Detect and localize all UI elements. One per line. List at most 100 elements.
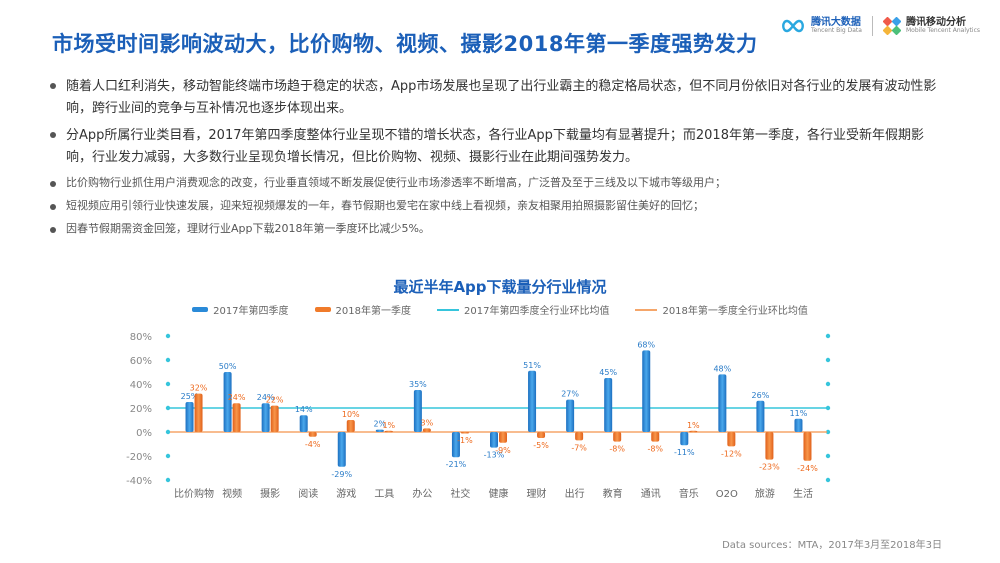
- data-label-2018q1: -1%: [457, 436, 473, 445]
- data-label-2018q1: -5%: [533, 441, 549, 450]
- data-label-2018q1: 22%: [266, 396, 284, 405]
- data-label-2018q1: -24%: [797, 464, 818, 473]
- bullet-text: 分App所属行业类目看，2017年第四季度整体行业呈现不错的增长状态，各行业Ap…: [66, 128, 924, 165]
- x-tick-label: 健康: [489, 487, 509, 500]
- y-tick-marker-right: [825, 405, 831, 411]
- bar-2017q4: [337, 432, 346, 467]
- bar-2018q1: [308, 432, 317, 437]
- data-label-2018q1: -8%: [647, 445, 663, 454]
- data-label-2018q1: -9%: [495, 446, 511, 455]
- data-label-2018q1: -12%: [721, 449, 742, 458]
- data-label-2017q4: 14%: [295, 405, 313, 414]
- bullet-dot: [50, 204, 56, 210]
- bullet-dot: [50, 227, 56, 233]
- bar-2018q1: [346, 420, 355, 432]
- data-label-2017q4: 51%: [523, 361, 541, 370]
- data-label-2018q1: -23%: [759, 463, 780, 472]
- x-tick-label: 阅读: [298, 487, 318, 500]
- legend-item-q4-avg: 2017年第四季度全行业环比均值: [437, 302, 609, 317]
- colorful-x-icon: [882, 17, 901, 35]
- bar-2018q1: [499, 432, 507, 443]
- data-label-2017q4: 50%: [219, 362, 237, 371]
- bar-2017q4: [299, 415, 308, 432]
- data-label-2017q4: 11%: [790, 409, 808, 418]
- data-label-2017q4: 45%: [599, 368, 617, 377]
- logo1-name: 腾讯大数据: [810, 17, 861, 29]
- logo1-sub: Tencent Big Data: [810, 27, 862, 35]
- y-tick-marker-left: [165, 405, 171, 411]
- y-tick-marker-right: [825, 333, 831, 339]
- sub-bullet-text: 短视频应用引领行业快速发展，迎来短视频爆发的一年，春节假期也爱宅在家中线上看视频…: [66, 199, 704, 212]
- tencent-big-data-logo: 腾讯大数据 Tencent Big Data: [780, 17, 862, 35]
- x-tick-label: 办公: [412, 487, 432, 500]
- bar-2017q4: [604, 378, 613, 432]
- legend-swatch-orange: [314, 307, 331, 312]
- x-tick-label: 出行: [565, 487, 585, 500]
- x-tick-label: 社交: [450, 487, 470, 500]
- chart-title: 最近半年App下载量分行业情况: [393, 278, 607, 296]
- x-tick-label: 生活: [793, 487, 813, 500]
- bar-2017q4: [566, 399, 575, 432]
- y-tick-label: 20%: [130, 404, 152, 415]
- y-tick-marker-right: [825, 381, 831, 387]
- bar-2017q4: [756, 400, 765, 432]
- bar-2018q1: [727, 432, 736, 447]
- bar-2017q4: [223, 372, 232, 432]
- bar-2018q1: [232, 403, 241, 432]
- y-tick-marker-right: [825, 453, 831, 459]
- y-tick-marker-left: [165, 429, 171, 435]
- bar-2017q4: [642, 350, 651, 432]
- chart-legend: 2017年第四季度 2018年第一季度 2017年第四季度全行业环比均值 201…: [0, 302, 1000, 317]
- x-tick-label: 视频: [222, 487, 242, 500]
- x-tick-label: 游戏: [336, 487, 356, 500]
- bar-2017q4: [451, 432, 460, 458]
- legend-label-q1-avg: 2018年第一季度全行业环比均值: [662, 306, 808, 317]
- data-label-2018q1: -7%: [571, 443, 587, 452]
- sub-bullet-text: 比价购物行业抓住用户消费观念的改变，行业垂直领域不断发展促使行业市场渗透率不断增…: [66, 176, 726, 189]
- y-tick-label: 80%: [130, 332, 152, 343]
- sub-bullet-item: 短视频应用引领行业快速发展，迎来短视频爆发的一年，春节假期也爱宅在家中线上看视频…: [48, 197, 948, 215]
- bar-2018q1: [651, 432, 660, 442]
- data-label-2017q4: 26%: [752, 391, 770, 400]
- bar-2018q1: [460, 432, 469, 434]
- bar-2017q4: [490, 432, 498, 448]
- x-tick-label: 工具: [374, 488, 394, 500]
- x-tick-label: 摄影: [260, 487, 280, 500]
- data-label-2017q4: 25%: [181, 392, 199, 401]
- bar-2017q4: [680, 432, 689, 446]
- data-label-2017q4: 24%: [257, 393, 275, 402]
- bar-2017q4: [375, 429, 384, 432]
- x-tick-label: 旅游: [755, 487, 775, 500]
- bar-2018q1: [765, 432, 774, 460]
- data-label-2017q4: -21%: [446, 460, 467, 469]
- data-label-2018q1: 24%: [228, 393, 246, 402]
- x-tick-label: O2O: [716, 489, 738, 500]
- data-label-2018q1: 3%: [421, 418, 434, 427]
- bullet-dot: [50, 83, 56, 89]
- bar-2018q1: [384, 430, 393, 433]
- y-tick-label: 60%: [130, 356, 152, 367]
- y-tick-marker-left: [165, 381, 171, 387]
- legend-swatch-peach-line: [635, 308, 658, 311]
- y-tick-marker-right: [825, 477, 831, 483]
- data-label-2018q1: -4%: [305, 440, 321, 449]
- bar-2018q1: [689, 430, 698, 433]
- x-tick-label: 比价购物: [174, 487, 214, 500]
- bullet-dot: [50, 181, 56, 187]
- bar-2018q1: [537, 432, 546, 438]
- legend-item-q4: 2017年第四季度: [192, 302, 289, 317]
- bar-2017q4: [718, 374, 727, 432]
- x-tick-label: 教育: [603, 487, 623, 500]
- y-tick-marker-right: [825, 429, 831, 435]
- industry-bar-chart: 80% 60% 40% 20% 0% -20% -40% 25%32% 比价购物 50% 24% 视频…: [126, 332, 831, 500]
- y-tick-label: -20%: [126, 452, 152, 463]
- data-label-2018q1: -8%: [609, 445, 625, 454]
- bar-2018q1: [613, 432, 622, 442]
- bar-2018q1: [575, 432, 584, 441]
- bar-2018q1: [194, 393, 203, 432]
- infinity-icon: [781, 19, 804, 33]
- bar-2017q4: [794, 418, 803, 432]
- bar-2018q1: [422, 428, 431, 432]
- data-label-2017q4: 35%: [409, 380, 427, 389]
- brand-logos: 腾讯大数据 Tencent Big Data 腾讯移动分析 Mobile Ten…: [780, 16, 980, 36]
